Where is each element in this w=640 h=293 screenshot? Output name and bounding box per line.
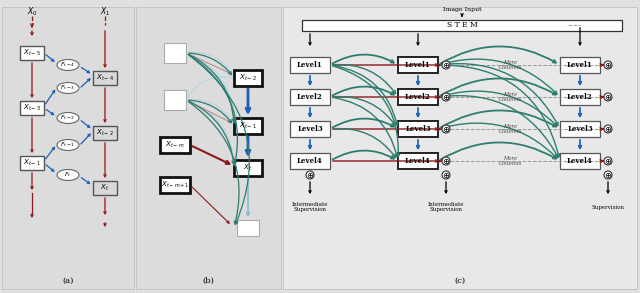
Text: More
Columns: More Columns	[499, 156, 522, 166]
Text: $\oplus$: $\oplus$	[604, 60, 612, 69]
Text: $X_{t-2}$: $X_{t-2}$	[96, 128, 114, 138]
Text: $F_{t-2}$: $F_{t-2}$	[61, 114, 76, 122]
Text: More
Columns: More Columns	[499, 92, 522, 102]
FancyBboxPatch shape	[93, 71, 117, 85]
Text: $\oplus$: $\oplus$	[604, 93, 612, 101]
Circle shape	[604, 125, 612, 133]
Circle shape	[442, 171, 450, 179]
Text: S T E M: S T E M	[447, 21, 477, 29]
Text: $X_1$: $X_1$	[100, 6, 110, 18]
Circle shape	[604, 157, 612, 165]
Text: $F_{t-4}$: $F_{t-4}$	[60, 61, 76, 69]
Text: $F_{t-1}$: $F_{t-1}$	[60, 141, 76, 149]
Text: $X_{t-4}$: $X_{t-4}$	[96, 73, 114, 83]
Text: Level3: Level3	[297, 125, 323, 133]
Circle shape	[442, 125, 450, 133]
Text: (c): (c)	[454, 277, 465, 285]
FancyBboxPatch shape	[560, 121, 600, 137]
Text: $\oplus$: $\oplus$	[442, 125, 450, 134]
FancyBboxPatch shape	[164, 90, 186, 110]
FancyBboxPatch shape	[283, 7, 637, 289]
Text: (a): (a)	[62, 277, 74, 285]
Circle shape	[306, 171, 314, 179]
FancyBboxPatch shape	[20, 156, 44, 170]
FancyBboxPatch shape	[398, 121, 438, 137]
Text: Level4: Level4	[405, 157, 431, 165]
Text: $X_{t-m}$: $X_{t-m}$	[165, 140, 185, 150]
Text: Level2: Level2	[405, 93, 431, 101]
Ellipse shape	[57, 139, 79, 151]
Text: $X_{t-3}$: $X_{t-3}$	[23, 103, 41, 113]
Text: Level1: Level1	[405, 61, 431, 69]
Text: $X_{t-2}$: $X_{t-2}$	[239, 73, 257, 83]
Circle shape	[604, 93, 612, 101]
Circle shape	[442, 93, 450, 101]
FancyBboxPatch shape	[234, 70, 262, 86]
Text: $\oplus$: $\oplus$	[604, 171, 612, 180]
Text: Supervision: Supervision	[591, 205, 625, 209]
FancyBboxPatch shape	[2, 7, 134, 289]
FancyBboxPatch shape	[164, 43, 186, 63]
FancyBboxPatch shape	[398, 57, 438, 73]
Text: Level4: Level4	[297, 157, 323, 165]
FancyBboxPatch shape	[398, 153, 438, 169]
Text: $X_{t-1}$: $X_{t-1}$	[23, 158, 41, 168]
Text: $F_{t-3}$: $F_{t-3}$	[60, 84, 76, 93]
FancyBboxPatch shape	[290, 153, 330, 169]
Text: Level2: Level2	[297, 93, 323, 101]
Text: $\oplus$: $\oplus$	[306, 171, 314, 180]
Circle shape	[442, 61, 450, 69]
Ellipse shape	[57, 169, 79, 180]
FancyBboxPatch shape	[160, 137, 190, 153]
Text: $\oplus$: $\oplus$	[442, 93, 450, 101]
Text: More
Columns: More Columns	[499, 124, 522, 134]
Text: Level2: Level2	[567, 93, 593, 101]
Text: $X_t$: $X_t$	[243, 163, 253, 173]
Text: Intermediate
Supervision: Intermediate Supervision	[292, 202, 328, 212]
Text: $F_t$: $F_t$	[64, 171, 72, 179]
FancyBboxPatch shape	[20, 101, 44, 115]
Text: $X_{t-5}$: $X_{t-5}$	[23, 48, 41, 58]
Text: $X_{t-1}$: $X_{t-1}$	[239, 121, 257, 131]
Text: Level1: Level1	[297, 61, 323, 69]
FancyBboxPatch shape	[560, 153, 600, 169]
FancyBboxPatch shape	[302, 20, 622, 30]
Text: $\oplus$: $\oplus$	[442, 156, 450, 166]
Circle shape	[442, 157, 450, 165]
FancyBboxPatch shape	[290, 121, 330, 137]
Text: $\oplus$: $\oplus$	[442, 60, 450, 69]
FancyBboxPatch shape	[560, 89, 600, 105]
FancyBboxPatch shape	[560, 57, 600, 73]
FancyBboxPatch shape	[93, 126, 117, 140]
FancyBboxPatch shape	[237, 220, 259, 236]
FancyBboxPatch shape	[290, 89, 330, 105]
Text: Level4: Level4	[567, 157, 593, 165]
FancyBboxPatch shape	[20, 46, 44, 60]
FancyBboxPatch shape	[160, 177, 190, 193]
Text: $X_t$: $X_t$	[100, 183, 109, 193]
Ellipse shape	[57, 113, 79, 124]
Circle shape	[604, 171, 612, 179]
Text: $\oplus$: $\oplus$	[604, 156, 612, 166]
Text: Intermediate
Supervision: Intermediate Supervision	[428, 202, 464, 212]
Text: $X_{t-m+1}$: $X_{t-m+1}$	[161, 180, 189, 190]
FancyBboxPatch shape	[93, 181, 117, 195]
FancyBboxPatch shape	[136, 7, 281, 289]
Text: Level3: Level3	[567, 125, 593, 133]
Text: Level1: Level1	[567, 61, 593, 69]
FancyBboxPatch shape	[234, 160, 262, 176]
Ellipse shape	[57, 83, 79, 93]
FancyBboxPatch shape	[398, 89, 438, 105]
Text: Image Input: Image Input	[443, 6, 481, 11]
Circle shape	[604, 61, 612, 69]
Text: Level3: Level3	[405, 125, 431, 133]
Text: More
Columns: More Columns	[499, 59, 522, 70]
FancyBboxPatch shape	[290, 57, 330, 73]
Text: (b): (b)	[202, 277, 214, 285]
Ellipse shape	[57, 59, 79, 71]
Text: $X_0$: $X_0$	[27, 6, 37, 18]
FancyBboxPatch shape	[234, 118, 262, 134]
Text: $\oplus$: $\oplus$	[604, 125, 612, 134]
Text: $\oplus$: $\oplus$	[442, 171, 450, 180]
